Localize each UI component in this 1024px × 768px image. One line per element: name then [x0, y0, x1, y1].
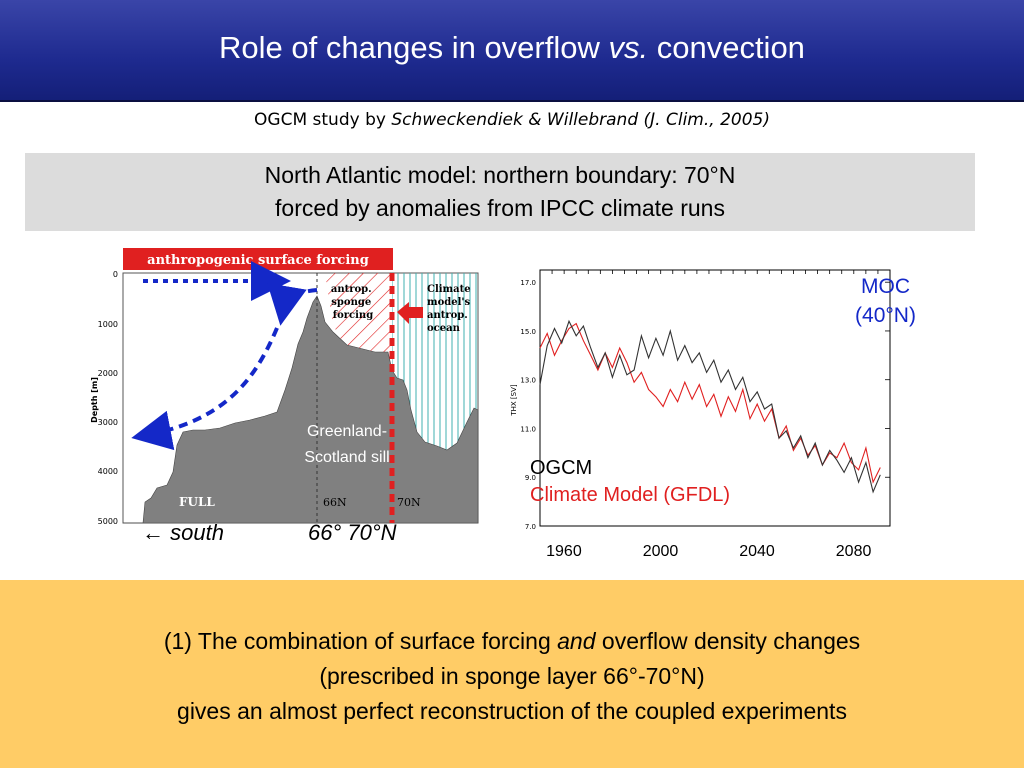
- y-tick-label: 17.0: [520, 279, 536, 287]
- x-tick-label: 1960: [546, 543, 582, 560]
- title-text-end: convection: [648, 30, 805, 65]
- sill-label-1: Greenland-: [307, 423, 387, 440]
- title-text: Role of changes in overflow: [219, 30, 609, 65]
- y-tick-label: 9.0: [525, 474, 536, 482]
- conclusion-line-2: (prescribed in sponge layer 66°-70°N): [319, 663, 705, 689]
- series-line-ogcm: [539, 319, 881, 494]
- conclusion-line-1-a: (1) The combination of surface forcing: [163, 628, 558, 654]
- slide-title: Role of changes in overflow vs. convecti…: [0, 30, 1024, 66]
- depth-axis-title: Depth [m]: [90, 377, 99, 423]
- x-tick-label: 2040: [739, 543, 775, 560]
- climate-model-label: Climate model's antrop. ocean: [427, 284, 474, 334]
- title-bar: Role of changes in overflow vs. convecti…: [0, 0, 1024, 102]
- y-tick-5000: 5000: [98, 517, 118, 526]
- legend-ogcm: OGCM: [530, 457, 593, 479]
- legend-climate-model: Climate Model (GFDL): [530, 484, 731, 506]
- conclusion-panel: (1) The combination of surface forcing a…: [0, 580, 1024, 768]
- y-axis-title: THX [SV]: [510, 384, 518, 417]
- lat66-label: 66N: [323, 496, 347, 509]
- moc-time-series-chart: 7.0 9.0 11.0 13.0 15.0 17.0 THX [SV]: [510, 269, 891, 531]
- legend: OGCM Climate Model (GFDL): [530, 455, 730, 509]
- moc-label: MOC (40°N): [848, 272, 923, 330]
- sponge-label: antrop. sponge forcing: [331, 284, 375, 321]
- x-tick-label: 2080: [835, 543, 872, 560]
- moc-label-line1: MOC: [861, 275, 910, 298]
- y-tick-label: 15.0: [520, 328, 536, 336]
- section-diagram: 0 1000 2000 3000 4000 5000 Depth [m] ant…: [90, 248, 479, 526]
- y-tick-4000: 4000: [98, 467, 118, 476]
- reference-line: OGCM study by Schweckendiek & Willebrand…: [0, 110, 1024, 130]
- reference-citation: Schweckendiek & Willebrand (J. Clim., 20…: [391, 110, 770, 130]
- y-tick-label: 7.0: [525, 523, 536, 531]
- y-ticks: 0 1000 2000 3000 4000 5000: [98, 270, 118, 526]
- tick-marks: [539, 270, 891, 527]
- y-tick-1000: 1000: [98, 320, 118, 329]
- deep-overflow-arrow: [131, 327, 279, 451]
- lat70-label: 70N: [397, 496, 421, 509]
- sinking-arrow-top: [267, 283, 318, 326]
- conclusion-line-1-italic: and: [557, 628, 596, 654]
- surface-forcing-banner: [123, 248, 393, 270]
- y-tick-label: 11.0: [520, 425, 536, 433]
- surface-forcing-label: anthropogenic surface forcing: [147, 253, 369, 268]
- y-tick-0: 0: [113, 270, 118, 279]
- red-forcing-arrow: [397, 302, 423, 324]
- full-label: FULL: [179, 495, 215, 509]
- sill-label-2: Scotland sill: [304, 449, 389, 466]
- conclusion-line-1-b: overflow density changes: [595, 628, 861, 654]
- conclusion-line-1: (1) The combination of surface forcing a…: [0, 624, 1024, 659]
- info-box: North Atlantic model: northern boundary:…: [25, 153, 975, 231]
- reference-prefix: OGCM study by: [254, 110, 392, 130]
- title-italic: vs.: [608, 30, 649, 65]
- y-tick-label: 13.0: [520, 377, 536, 385]
- info-line-2: forced by anomalies from IPCC climate ru…: [275, 195, 725, 221]
- conclusion-line-3: gives an almost perfect reconstruction o…: [177, 698, 847, 724]
- x-tick-label: 2000: [642, 543, 679, 560]
- moc-label-line2: (40°N): [855, 304, 916, 327]
- bathymetry: [123, 295, 479, 524]
- sponge-layer-area: [325, 273, 392, 355]
- y-tick-3000: 3000: [98, 418, 118, 427]
- info-line-1: North Atlantic model: northern boundary:…: [264, 162, 736, 188]
- y-tick-labels: 7.0 9.0 11.0 13.0 15.0 17.0: [520, 279, 536, 531]
- south-label: ← south: [142, 520, 224, 545]
- y-tick-2000: 2000: [98, 369, 118, 378]
- latitude-label: 66° 70°N: [308, 520, 397, 545]
